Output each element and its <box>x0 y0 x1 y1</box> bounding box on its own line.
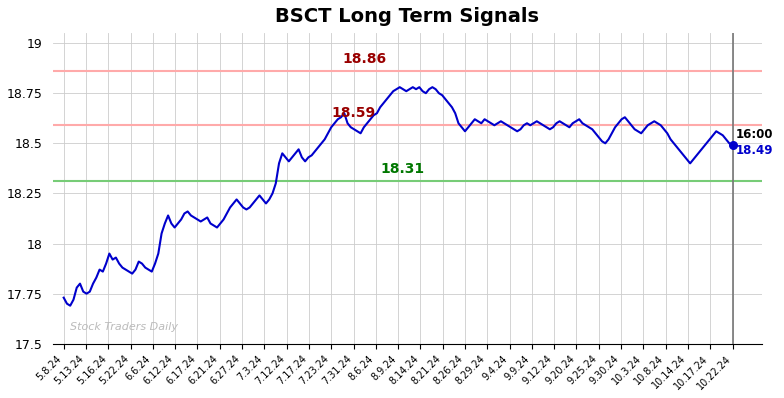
Title: BSCT Long Term Signals: BSCT Long Term Signals <box>275 7 539 26</box>
Text: 18.31: 18.31 <box>380 162 425 176</box>
Text: Stock Traders Daily: Stock Traders Daily <box>71 322 179 332</box>
Text: 18.86: 18.86 <box>343 52 387 66</box>
Text: 16:00: 16:00 <box>736 128 773 141</box>
Text: 18.49: 18.49 <box>736 144 773 157</box>
Point <box>726 142 739 148</box>
Text: 18.59: 18.59 <box>332 106 376 120</box>
